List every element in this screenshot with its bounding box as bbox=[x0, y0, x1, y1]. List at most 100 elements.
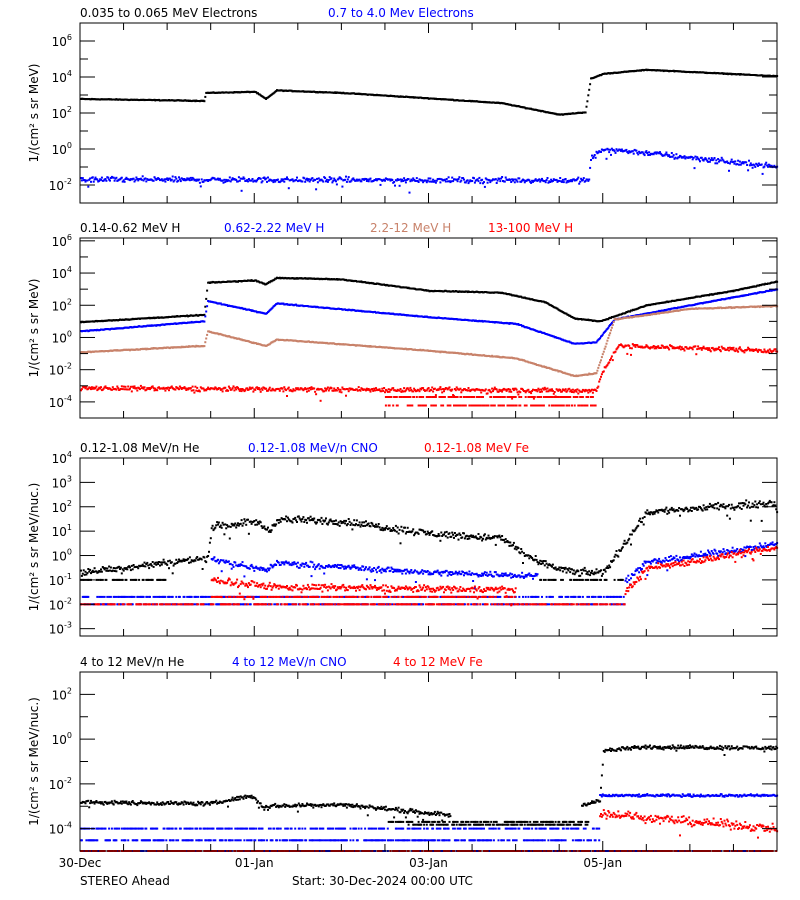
data-point bbox=[306, 179, 309, 182]
data-point bbox=[557, 389, 560, 392]
data-point bbox=[178, 176, 180, 179]
data-point bbox=[298, 388, 301, 391]
data-point bbox=[604, 366, 607, 369]
data-point bbox=[659, 347, 662, 349]
data-point bbox=[467, 182, 470, 185]
data-point bbox=[80, 177, 82, 179]
data-point bbox=[225, 178, 228, 181]
data-point bbox=[409, 386, 412, 389]
data-point bbox=[476, 178, 479, 181]
data-point bbox=[198, 178, 200, 181]
data-point bbox=[287, 386, 290, 389]
data-point bbox=[567, 180, 570, 183]
data-point bbox=[233, 389, 236, 392]
data-point bbox=[379, 183, 382, 186]
data-point bbox=[471, 180, 474, 182]
floor-point bbox=[492, 404, 494, 407]
floor-point bbox=[587, 396, 590, 398]
data-point bbox=[572, 178, 575, 181]
data-point bbox=[732, 160, 735, 163]
data-point bbox=[110, 388, 113, 391]
data-point bbox=[90, 386, 93, 389]
floor-point bbox=[420, 396, 423, 398]
data-point bbox=[577, 176, 580, 179]
data-point bbox=[204, 341, 207, 344]
data-point bbox=[339, 388, 342, 391]
data-point bbox=[139, 177, 142, 180]
data-point bbox=[610, 147, 613, 150]
data-point bbox=[451, 176, 454, 179]
data-point bbox=[224, 386, 227, 389]
data-point bbox=[680, 346, 683, 349]
floor-point bbox=[459, 404, 462, 407]
data-point bbox=[610, 323, 612, 326]
data-point bbox=[600, 359, 602, 362]
data-point bbox=[757, 350, 759, 353]
data-point bbox=[291, 390, 294, 393]
data-point bbox=[608, 325, 611, 328]
data-point bbox=[90, 388, 92, 391]
panel-2: 0.14-0.62 MeV H 0.62-2.22 MeV H 2.2-12 MeV… bbox=[27, 221, 779, 419]
data-point bbox=[282, 178, 285, 181]
data-point bbox=[663, 154, 666, 157]
data-point bbox=[578, 182, 581, 185]
data-point bbox=[427, 387, 430, 389]
data-point bbox=[335, 183, 338, 186]
data-point bbox=[748, 164, 751, 167]
data-point bbox=[365, 387, 368, 390]
floor-point bbox=[566, 404, 569, 407]
data-point bbox=[164, 180, 167, 183]
data-point bbox=[135, 176, 138, 179]
data-point bbox=[303, 177, 306, 180]
data-point bbox=[488, 179, 491, 182]
data-point bbox=[115, 388, 118, 391]
data-point bbox=[153, 389, 156, 392]
data-point bbox=[122, 385, 125, 388]
data-point bbox=[708, 349, 711, 352]
data-point bbox=[768, 164, 771, 167]
data-point bbox=[727, 162, 730, 164]
data-point bbox=[702, 159, 705, 162]
data-point bbox=[403, 387, 406, 390]
data-point bbox=[466, 179, 469, 182]
data-point bbox=[431, 180, 434, 183]
data-point bbox=[528, 179, 531, 182]
data-point bbox=[255, 91, 258, 94]
data-point bbox=[627, 152, 630, 155]
data-point bbox=[332, 389, 335, 392]
data-point bbox=[562, 181, 565, 184]
data-point bbox=[192, 389, 195, 392]
data-point bbox=[613, 150, 616, 153]
data-point bbox=[540, 179, 543, 182]
data-point bbox=[132, 386, 135, 389]
data-point bbox=[515, 388, 518, 391]
data-point bbox=[550, 389, 553, 392]
data-point bbox=[600, 151, 602, 153]
data-point bbox=[668, 348, 671, 351]
data-point bbox=[256, 386, 259, 389]
data-point bbox=[316, 177, 318, 180]
data-point bbox=[726, 348, 729, 351]
data-point bbox=[130, 390, 133, 393]
data-point bbox=[89, 177, 92, 180]
data-point bbox=[258, 388, 261, 391]
data-point bbox=[684, 157, 687, 160]
data-point bbox=[477, 180, 480, 183]
data-point bbox=[607, 148, 610, 151]
data-point bbox=[710, 157, 713, 160]
data-point bbox=[770, 164, 773, 167]
data-point bbox=[698, 158, 700, 161]
data-point bbox=[614, 151, 617, 154]
floor-point bbox=[384, 404, 387, 407]
data-point bbox=[240, 390, 243, 393]
data-point bbox=[135, 387, 138, 390]
data-point bbox=[581, 390, 583, 393]
data-point bbox=[203, 313, 206, 316]
data-point bbox=[501, 390, 504, 393]
data-point bbox=[739, 163, 742, 166]
data-point bbox=[399, 388, 402, 390]
data-point bbox=[228, 387, 231, 390]
data-point bbox=[443, 178, 446, 181]
data-point bbox=[522, 179, 525, 182]
data-point bbox=[334, 179, 337, 182]
